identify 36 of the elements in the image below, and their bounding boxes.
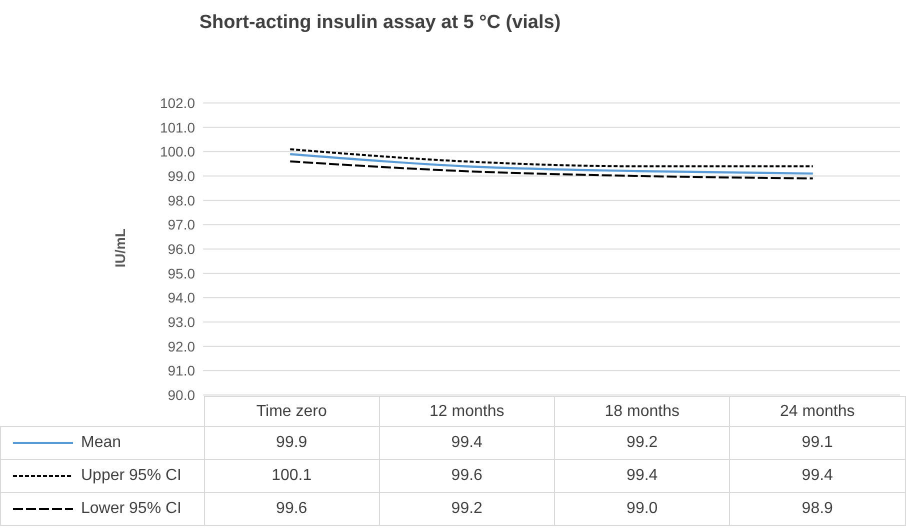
data-label: 99.6 [379, 460, 554, 492]
legend-label: Lower 95% CI [0, 492, 204, 526]
y-tick-label: 90.0 [168, 386, 196, 403]
data-label: 99.4 [730, 460, 905, 492]
data-label: 99.9 [204, 426, 380, 460]
y-tick-label: 91.0 [168, 362, 196, 379]
chart-title: Short-acting insulin assay at 5 °C (vials) [198, 12, 562, 34]
line-series [289, 160, 814, 180]
x-tick-label: 12 months [379, 396, 554, 426]
data-label: 99.6 [204, 492, 380, 526]
legend-label: Upper 95% CI [0, 460, 204, 492]
x-tick-label: 18 months [554, 396, 730, 426]
x-tick-label: 24 months [730, 396, 905, 426]
y-tick-label: 102.0 [160, 94, 196, 111]
y-tick-label: 93.0 [168, 314, 196, 330]
data-label: 99.1 [730, 426, 905, 460]
data-label: 99.2 [379, 492, 554, 526]
legend-label: Mean [0, 426, 204, 460]
y-tick-label: 94.0 [168, 290, 196, 306]
x-tick-label: Time zero [204, 396, 380, 426]
y-tick-label: 96.0 [168, 240, 196, 257]
y-tick-label: 92.0 [168, 338, 196, 354]
data-label: 99.0 [554, 492, 730, 526]
data-label: 98.9 [730, 492, 905, 526]
data-label: 100.1 [204, 460, 380, 492]
y-tick-label: 101.0 [160, 119, 196, 136]
y-axis-title: IU/mL [112, 228, 128, 270]
y-tick-label: 99.0 [168, 168, 196, 184]
y-tick-label: 95.0 [168, 265, 196, 282]
y-tick-label: 97.0 [168, 216, 196, 233]
y-tick-label: 98.0 [168, 192, 196, 208]
data-label: 99.4 [379, 426, 554, 460]
data-label: 99.2 [554, 426, 730, 460]
line-series [289, 153, 814, 175]
data-label: 99.4 [554, 460, 730, 492]
y-tick-label: 100.0 [160, 144, 196, 160]
